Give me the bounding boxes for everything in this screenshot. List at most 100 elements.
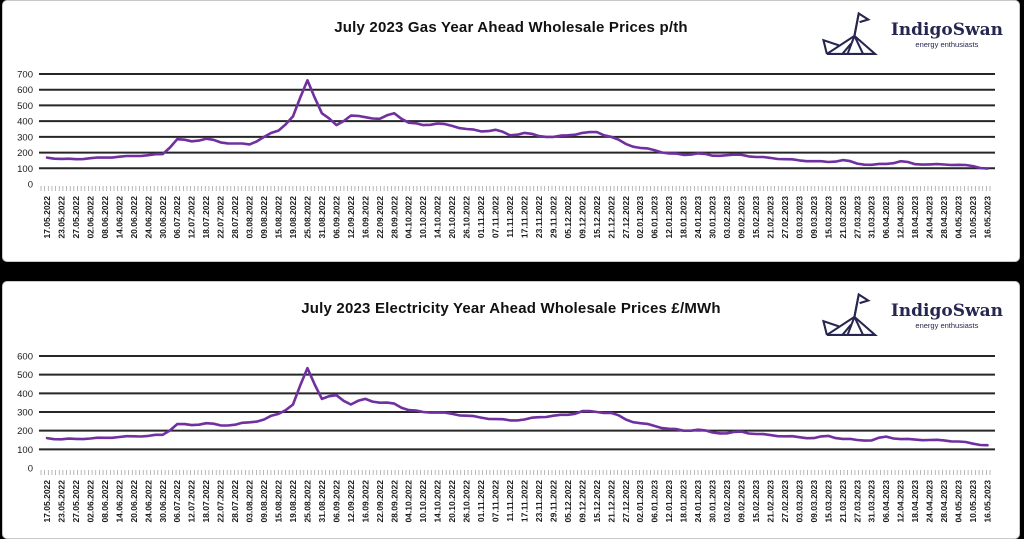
svg-text:12.04.2023: 12.04.2023 [896,196,906,239]
svg-text:01.11.2022: 01.11.2022 [476,196,486,238]
svg-text:23.05.2022: 23.05.2022 [56,480,66,523]
svg-text:09.03.2023: 09.03.2023 [809,196,819,239]
svg-text:0: 0 [28,180,33,191]
svg-text:04.05.2023: 04.05.2023 [954,480,964,523]
svg-text:30.01.2023: 30.01.2023 [708,480,718,523]
svg-text:24.04.2023: 24.04.2023 [925,196,935,239]
svg-text:08.06.2022: 08.06.2022 [100,196,110,239]
svg-text:10.10.2022: 10.10.2022 [418,196,428,239]
svg-text:09.02.2023: 09.02.2023 [737,480,747,523]
svg-text:200: 200 [17,426,33,437]
svg-text:03.08.2022: 03.08.2022 [245,196,255,239]
svg-text:26.10.2022: 26.10.2022 [462,196,472,239]
svg-text:06.04.2023: 06.04.2023 [881,480,891,523]
svg-text:16.09.2022: 16.09.2022 [360,196,370,239]
svg-text:15.03.2023: 15.03.2023 [823,480,833,523]
svg-text:24.06.2022: 24.06.2022 [143,480,153,523]
svg-text:700: 700 [17,70,33,81]
svg-text:14.06.2022: 14.06.2022 [114,480,124,523]
svg-text:18.07.2022: 18.07.2022 [201,196,211,239]
svg-text:06.09.2022: 06.09.2022 [331,196,341,239]
svg-text:29.11.2022: 29.11.2022 [548,480,558,522]
svg-text:02.01.2023: 02.01.2023 [635,480,645,523]
svg-text:17.05.2022: 17.05.2022 [42,196,52,239]
svg-text:0: 0 [28,464,33,475]
svg-text:100: 100 [17,445,33,456]
svg-text:15.02.2023: 15.02.2023 [751,480,761,523]
svg-text:06.09.2022: 06.09.2022 [331,480,341,523]
gas-price-line-chart: 0 100 200 300 400 500 600 700 17.05.2022 23.05.20… [17,70,995,239]
svg-text:15.08.2022: 15.08.2022 [274,480,284,523]
svg-text:12.01.2023: 12.01.2023 [664,480,674,523]
svg-text:10.10.2022: 10.10.2022 [418,480,428,523]
svg-text:06.01.2023: 06.01.2023 [650,196,660,239]
svg-text:30.06.2022: 30.06.2022 [158,480,168,523]
svg-text:12.04.2023: 12.04.2023 [896,480,906,523]
electricity-price-line-chart: 0 100 200 300 400 500 600 17.05.2022 23.05.2022 2… [17,352,995,523]
svg-text:12.09.2022: 12.09.2022 [346,480,356,523]
svg-text:24.04.2023: 24.04.2023 [925,480,935,523]
svg-text:300: 300 [17,408,33,419]
gas-chart-title: July 2023 Gas Year Ahead Wholesale Price… [334,19,688,36]
svg-text:23.11.2022: 23.11.2022 [534,196,544,238]
svg-text:08.06.2022: 08.06.2022 [100,480,110,523]
svg-text:18.07.2022: 18.07.2022 [201,480,211,523]
svg-text:30.06.2022: 30.06.2022 [158,196,168,239]
svg-text:15.12.2022: 15.12.2022 [592,196,602,239]
svg-text:14.10.2022: 14.10.2022 [433,480,443,523]
svg-text:28.09.2022: 28.09.2022 [389,480,399,523]
origami-swan-icon [821,11,878,55]
svg-text:25.08.2022: 25.08.2022 [302,196,312,239]
svg-text:28.07.2022: 28.07.2022 [230,480,240,523]
svg-text:07.11.2022: 07.11.2022 [491,196,501,238]
svg-text:22.09.2022: 22.09.2022 [375,480,385,523]
svg-text:500: 500 [17,370,33,381]
gas-chart-panel: July 2023 Gas Year Ahead Wholesale Price… [2,0,1020,262]
svg-text:09.02.2023: 09.02.2023 [737,196,747,239]
svg-text:22.07.2022: 22.07.2022 [216,196,226,239]
svg-text:20.10.2022: 20.10.2022 [447,480,457,523]
svg-text:03.08.2022: 03.08.2022 [245,480,255,523]
svg-text:12.09.2022: 12.09.2022 [346,196,356,239]
svg-text:04.10.2022: 04.10.2022 [404,196,414,239]
svg-text:21.12.2022: 21.12.2022 [606,480,616,523]
svg-text:27.02.2023: 27.02.2023 [780,196,790,239]
svg-text:09.08.2022: 09.08.2022 [259,480,269,523]
svg-text:27.02.2023: 27.02.2023 [780,480,790,523]
svg-text:100: 100 [17,164,33,175]
svg-text:18.01.2023: 18.01.2023 [679,196,689,239]
svg-text:09.03.2023: 09.03.2023 [809,480,819,523]
svg-text:09.08.2022: 09.08.2022 [259,196,269,239]
svg-text:500: 500 [17,101,33,112]
panel-divider [0,262,1024,281]
svg-text:06.07.2022: 06.07.2022 [172,196,182,239]
svg-text:24.01.2023: 24.01.2023 [693,480,703,523]
svg-text:03.02.2023: 03.02.2023 [722,480,732,523]
svg-text:15.08.2022: 15.08.2022 [274,196,284,239]
svg-text:09.12.2022: 09.12.2022 [577,480,587,523]
svg-text:02.06.2022: 02.06.2022 [85,196,95,239]
svg-text:28.07.2022: 28.07.2022 [230,196,240,239]
svg-text:21.03.2023: 21.03.2023 [838,196,848,239]
svg-text:17.11.2022: 17.11.2022 [519,196,529,238]
svg-text:21.02.2023: 21.02.2023 [765,196,775,239]
svg-text:200: 200 [17,148,33,159]
svg-text:21.03.2023: 21.03.2023 [838,480,848,523]
svg-text:02.06.2022: 02.06.2022 [85,480,95,523]
svg-text:27.03.2023: 27.03.2023 [852,196,862,239]
svg-text:19.08.2022: 19.08.2022 [288,480,298,523]
logo-tagline: energy enthusiasts [915,40,979,50]
svg-text:06.07.2022: 06.07.2022 [172,480,182,523]
svg-text:600: 600 [17,352,33,363]
svg-text:06.01.2023: 06.01.2023 [650,480,660,523]
svg-text:03.03.2023: 03.03.2023 [794,480,804,523]
svg-text:07.11.2022: 07.11.2022 [491,480,501,522]
svg-text:23.11.2022: 23.11.2022 [534,480,544,522]
svg-text:23.05.2022: 23.05.2022 [56,196,66,239]
svg-text:09.12.2022: 09.12.2022 [577,196,587,239]
svg-text:29.11.2022: 29.11.2022 [548,196,558,238]
svg-text:14.10.2022: 14.10.2022 [433,196,443,239]
svg-text:19.08.2022: 19.08.2022 [288,196,298,239]
svg-text:15.02.2023: 15.02.2023 [751,196,761,239]
svg-text:28.04.2023: 28.04.2023 [939,480,949,523]
